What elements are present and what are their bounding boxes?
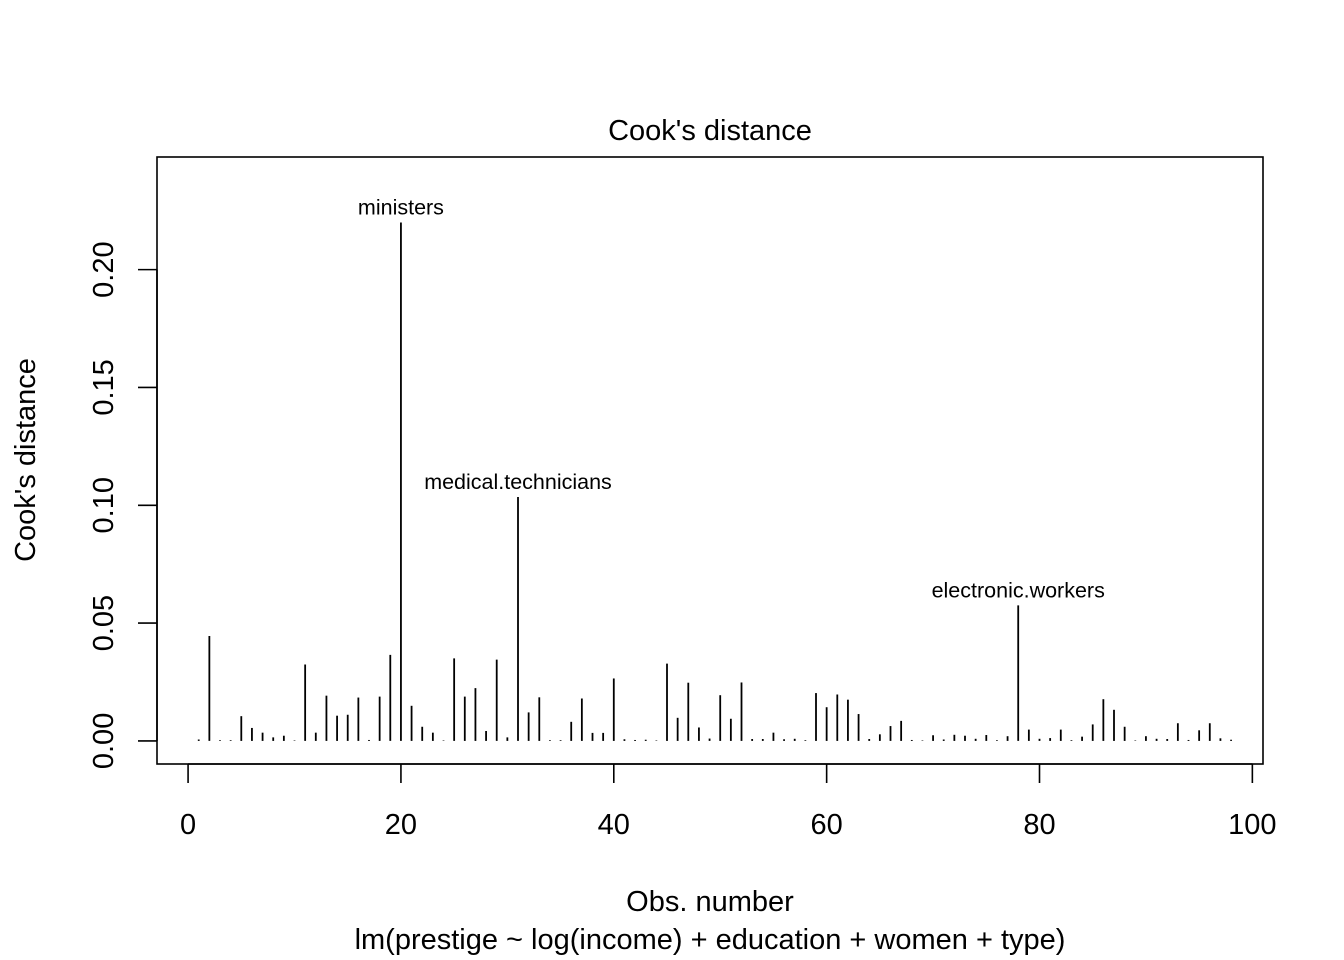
spike-series xyxy=(197,222,1232,741)
x-axis-label: Obs. number xyxy=(626,886,794,918)
annotation-label: electronic.workers xyxy=(932,578,1105,602)
annotation-group: ministers medical.technicians electronic.w… xyxy=(358,196,1105,603)
x-tick-label: 20 xyxy=(385,809,417,841)
y-tick-label: 0.15 xyxy=(88,359,120,415)
chart-subtitle: lm(prestige ~ log(income) + education + … xyxy=(355,924,1066,956)
x-tick-label: 40 xyxy=(598,809,630,841)
x-axis: 0 20 40 60 80 100 xyxy=(180,763,1277,841)
y-axis: 0.00 0.05 0.10 0.15 0.20 xyxy=(88,241,158,769)
x-tick-label: 0 xyxy=(180,809,196,841)
annotation-label: ministers xyxy=(358,196,444,220)
annotation-label: medical.technicians xyxy=(424,470,612,494)
x-tick-label: 60 xyxy=(811,809,843,841)
y-axis-label: Cook's distance xyxy=(10,358,42,562)
y-tick-label: 0.05 xyxy=(88,595,120,651)
y-tick-label: 0.00 xyxy=(88,713,120,769)
chart-title: Cook's distance xyxy=(608,115,812,147)
y-tick-label: 0.20 xyxy=(88,241,120,297)
y-tick-label: 0.10 xyxy=(88,477,120,533)
x-tick-label: 100 xyxy=(1228,809,1276,841)
x-tick-label: 80 xyxy=(1023,809,1055,841)
plot-frame xyxy=(156,156,1264,765)
